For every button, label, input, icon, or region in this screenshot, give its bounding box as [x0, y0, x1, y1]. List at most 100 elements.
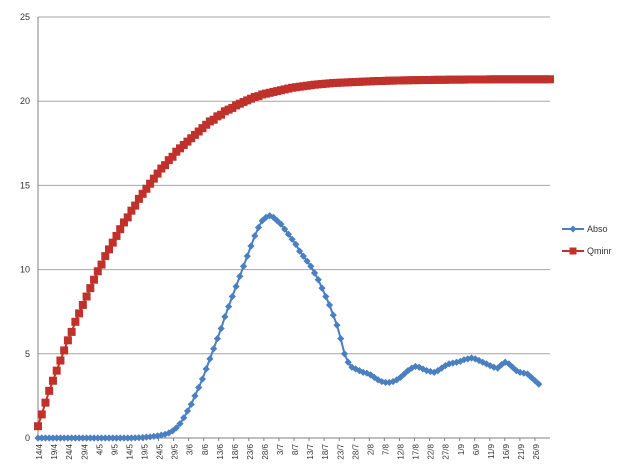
data-point-qminr	[86, 284, 95, 293]
data-point-abso	[370, 373, 378, 381]
series-abso	[34, 212, 543, 442]
data-point-qminr	[161, 161, 170, 170]
data-point-abso	[239, 262, 248, 270]
data-point-abso	[146, 433, 154, 441]
data-point-abso	[210, 345, 218, 353]
x-tick-label: 4/5	[95, 443, 104, 455]
data-point-abso	[38, 434, 46, 442]
data-point-qminr	[108, 238, 117, 247]
data-point-abso	[116, 434, 124, 442]
data-point-abso	[254, 223, 263, 232]
data-point-abso	[329, 311, 337, 319]
data-point-qminr	[75, 309, 84, 318]
data-point-abso	[109, 434, 117, 442]
data-point-abso	[45, 434, 53, 442]
x-tick-label: 14/5	[125, 443, 134, 459]
data-point-qminr	[93, 267, 102, 276]
x-tick-label: 9/5	[110, 443, 119, 455]
data-point-abso	[408, 364, 416, 372]
data-point-abso	[337, 335, 345, 343]
data-point-abso	[90, 434, 98, 442]
data-point-abso	[198, 375, 207, 383]
data-point-abso	[535, 380, 543, 388]
data-point-qminr	[78, 300, 87, 309]
data-point-abso	[367, 371, 375, 379]
x-tick-label: 8/6	[201, 443, 210, 455]
data-point-abso	[381, 378, 390, 387]
data-point-abso	[266, 212, 274, 220]
legend-marker	[569, 225, 577, 233]
x-tick-label: 13/7	[306, 443, 315, 459]
data-point-abso	[307, 262, 315, 270]
data-point-qminr	[45, 386, 54, 395]
data-point-abso	[322, 292, 330, 301]
data-point-abso	[68, 434, 76, 442]
data-point-abso	[243, 252, 251, 260]
data-point-abso	[344, 358, 352, 366]
data-point-abso	[501, 358, 509, 366]
data-point-qminr	[546, 75, 554, 84]
data-point-abso	[396, 373, 405, 381]
data-point-qminr	[116, 225, 125, 234]
x-tick-label: 1/9	[457, 443, 466, 455]
data-point-qminr	[67, 327, 76, 336]
legend-item-abso: Abso	[562, 224, 608, 234]
data-point-qminr	[48, 376, 57, 385]
data-point-qminr	[97, 260, 106, 269]
x-tick-label: 11/9	[487, 443, 496, 459]
x-tick-label: 8/7	[291, 443, 300, 455]
data-point-abso	[359, 368, 367, 376]
data-point-qminr	[90, 275, 99, 284]
data-point-abso	[288, 235, 296, 243]
data-point-abso	[310, 269, 319, 277]
legend-label: Abso	[587, 224, 608, 234]
data-point-abso	[82, 434, 91, 442]
data-point-abso	[112, 434, 121, 442]
y-tick-label: 10	[20, 265, 30, 275]
data-point-qminr	[138, 189, 147, 198]
data-point-abso	[150, 432, 158, 440]
x-tick-label: 29/5	[171, 443, 180, 459]
data-point-abso	[176, 420, 184, 428]
data-point-abso	[161, 430, 169, 438]
data-point-qminr	[123, 213, 132, 222]
x-tick-label: 24/4	[65, 443, 74, 459]
data-point-abso	[124, 434, 132, 442]
data-point-qminr	[149, 174, 158, 183]
data-point-qminr	[71, 317, 80, 326]
data-point-abso	[251, 232, 259, 240]
legend-item-qminr: Qminr	[562, 246, 612, 256]
data-point-abso	[284, 230, 292, 238]
y-tick-label: 20	[20, 96, 30, 106]
data-point-abso	[56, 434, 65, 442]
data-point-abso	[232, 282, 240, 291]
data-point-abso	[79, 434, 87, 442]
data-point-qminr	[60, 346, 69, 355]
x-tick-label: 14/4	[35, 443, 44, 459]
data-point-abso	[236, 272, 244, 280]
data-point-abso	[120, 434, 128, 442]
data-point-abso	[86, 434, 94, 442]
data-point-abso	[228, 292, 236, 301]
x-tick-label: 28/6	[261, 443, 270, 459]
data-point-abso	[94, 434, 102, 442]
data-point-qminr	[37, 410, 46, 419]
data-point-abso	[520, 369, 528, 377]
x-tick-label: 3/6	[186, 443, 195, 455]
x-tick-label: 17/8	[412, 443, 421, 459]
data-point-qminr	[119, 218, 128, 227]
data-point-abso	[41, 434, 50, 442]
data-point-abso	[75, 434, 83, 442]
data-point-abso	[180, 414, 188, 422]
data-point-abso	[438, 364, 446, 372]
data-point-abso	[404, 367, 412, 375]
data-point-qminr	[168, 152, 177, 161]
data-point-abso	[471, 355, 479, 363]
x-tick-label: 24/5	[156, 443, 165, 459]
x-tick-label: 27/8	[442, 443, 451, 459]
data-point-qminr	[34, 422, 42, 431]
data-point-abso	[318, 284, 326, 292]
data-point-abso	[262, 213, 270, 221]
